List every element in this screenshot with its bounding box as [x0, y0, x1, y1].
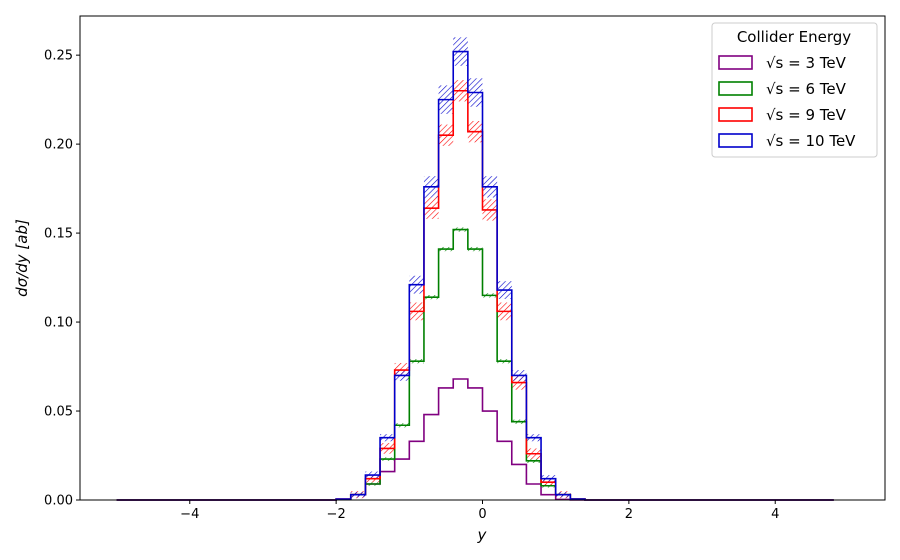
y-axis-label: dσ/dy [ab] — [13, 219, 31, 297]
y-tick-label: 0.10 — [44, 316, 73, 331]
legend-entry-label: √s = 10 TeV — [766, 132, 856, 150]
legend-swatch — [718, 107, 753, 122]
x-axis: −4 −2 0 2 4 — [180, 500, 779, 522]
x-tick-label: 0 — [478, 507, 486, 522]
legend-title: Collider Energy — [737, 28, 851, 46]
series-line-0 — [116, 378, 834, 501]
y-tick-label: 0.05 — [44, 405, 73, 420]
x-tick-label: −2 — [327, 507, 346, 522]
x-tick-label: 2 — [625, 507, 633, 522]
y-tick-label: 0.15 — [44, 227, 73, 242]
x-tick-label: −4 — [180, 507, 199, 522]
legend-swatch — [718, 55, 753, 70]
legend-swatch — [718, 81, 753, 96]
legend-box — [711, 22, 878, 158]
legend-entry-label: √s = 6 TeV — [766, 80, 847, 98]
legend-entry-label: √s = 3 TeV — [766, 54, 847, 72]
y-axis: 0.00 0.05 0.10 0.15 0.20 0.25 — [44, 49, 80, 509]
y-tick-label: 0.20 — [44, 138, 73, 153]
x-axis-label: y — [477, 526, 488, 544]
y-tick-label: 0.25 — [44, 49, 73, 64]
uncertainty-bands — [350, 37, 571, 499]
x-tick-label: 4 — [771, 507, 779, 522]
legend: Collider Energy √s = 3 TeV √s = 6 TeV √s =… — [711, 22, 878, 158]
y-tick-label: 0.00 — [44, 494, 73, 509]
legend-swatch — [718, 133, 753, 148]
legend-entry-label: √s = 9 TeV — [766, 106, 847, 124]
series-line-1 — [116, 228, 834, 501]
